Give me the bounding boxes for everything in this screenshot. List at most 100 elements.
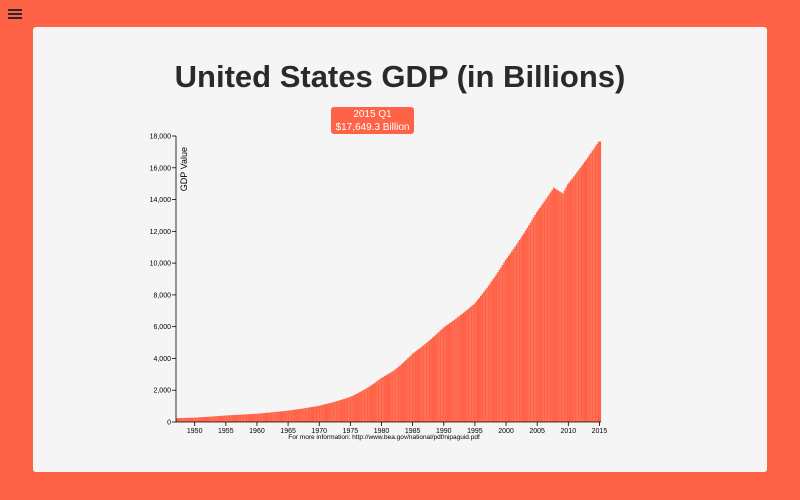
gdp-bar[interactable] <box>492 279 495 422</box>
gdp-bar[interactable] <box>394 369 397 422</box>
gdp-bar[interactable] <box>473 303 476 422</box>
gdp-bar[interactable] <box>393 370 395 422</box>
gdp-bar[interactable] <box>340 399 343 422</box>
gdp-bar[interactable] <box>337 400 339 422</box>
gdp-bar[interactable] <box>521 235 524 422</box>
gdp-bar[interactable] <box>535 212 538 422</box>
gdp-bar[interactable] <box>554 188 557 422</box>
gdp-bar[interactable] <box>349 396 352 422</box>
gdp-bar[interactable] <box>383 376 386 422</box>
gdp-bar[interactable] <box>335 401 338 422</box>
gdp-bar[interactable] <box>582 163 584 422</box>
gdp-bar[interactable] <box>596 143 598 422</box>
gdp-bar[interactable] <box>594 146 597 422</box>
gdp-bar[interactable] <box>568 182 571 422</box>
gdp-bar[interactable] <box>345 398 347 422</box>
gdp-bar[interactable] <box>591 150 594 422</box>
gdp-bar[interactable] <box>475 301 477 422</box>
gdp-bar[interactable] <box>433 336 436 422</box>
gdp-bar[interactable] <box>355 393 358 422</box>
gdp-bar[interactable] <box>320 405 322 422</box>
gdp-bar[interactable] <box>196 417 198 422</box>
gdp-bar[interactable] <box>520 237 522 422</box>
gdp-bar[interactable] <box>390 372 392 422</box>
gdp-bar[interactable] <box>438 331 440 422</box>
gdp-bar[interactable] <box>231 415 234 422</box>
gdp-bar[interactable] <box>489 283 491 422</box>
gdp-bar[interactable] <box>481 293 484 422</box>
gdp-bar[interactable] <box>493 276 496 422</box>
gdp-bar[interactable] <box>416 350 419 422</box>
gdp-bar[interactable] <box>490 281 493 422</box>
gdp-bar[interactable] <box>478 297 481 422</box>
gdp-bar[interactable] <box>483 291 485 422</box>
gdp-bar[interactable] <box>573 176 575 422</box>
gdp-bar[interactable] <box>545 199 547 422</box>
gdp-bar[interactable] <box>562 193 564 422</box>
gdp-bar[interactable] <box>185 417 187 422</box>
gdp-bar[interactable] <box>200 417 203 422</box>
gdp-bar[interactable] <box>512 249 515 422</box>
gdp-bar[interactable] <box>532 217 535 422</box>
gdp-bar[interactable] <box>529 222 532 422</box>
gdp-bar[interactable] <box>552 187 555 422</box>
gdp-bar[interactable] <box>222 415 225 422</box>
gdp-bar[interactable] <box>179 418 181 422</box>
gdp-bar[interactable] <box>186 417 189 422</box>
gdp-bar[interactable] <box>453 319 456 422</box>
gdp-bar[interactable] <box>309 407 311 422</box>
gdp-bar[interactable] <box>343 398 346 422</box>
gdp-bar[interactable] <box>435 334 437 422</box>
gdp-bar[interactable] <box>507 255 510 422</box>
gdp-bar[interactable] <box>447 324 450 422</box>
gdp-bar[interactable] <box>193 417 195 422</box>
gdp-bar[interactable] <box>560 192 563 422</box>
gdp-bar[interactable] <box>281 411 284 422</box>
gdp-bar[interactable] <box>538 207 541 422</box>
gdp-bar[interactable] <box>526 227 529 422</box>
gdp-bar[interactable] <box>300 408 302 422</box>
gdp-bar[interactable] <box>267 412 270 422</box>
gdp-bar[interactable] <box>341 399 344 422</box>
gdp-bar[interactable] <box>528 225 530 422</box>
gdp-bar[interactable] <box>472 304 474 422</box>
gdp-bar[interactable] <box>585 159 588 422</box>
gdp-bar[interactable] <box>525 230 527 422</box>
gdp-bar[interactable] <box>317 405 319 422</box>
gdp-bar[interactable] <box>441 328 443 422</box>
gdp-bar[interactable] <box>466 310 468 422</box>
gdp-bar[interactable] <box>576 172 578 422</box>
gdp-bar[interactable] <box>363 389 366 422</box>
gdp-bar[interactable] <box>458 316 460 422</box>
gdp-bar[interactable] <box>571 178 574 422</box>
gdp-bar[interactable] <box>366 387 369 422</box>
gdp-bar[interactable] <box>382 376 384 422</box>
gdp-bar[interactable] <box>256 413 259 422</box>
gdp-bar[interactable] <box>180 418 183 422</box>
gdp-bar[interactable] <box>417 349 420 422</box>
gdp-bar[interactable] <box>371 384 374 422</box>
gdp-bar[interactable] <box>469 307 471 422</box>
gdp-bar[interactable] <box>503 262 505 422</box>
gdp-bar[interactable] <box>278 411 280 422</box>
gdp-bar[interactable] <box>518 240 521 422</box>
gdp-bar[interactable] <box>276 411 279 422</box>
gdp-bar[interactable] <box>323 404 325 422</box>
gdp-bar[interactable] <box>346 397 349 422</box>
gdp-bar[interactable] <box>352 395 355 422</box>
gdp-bar[interactable] <box>219 415 222 422</box>
gdp-bar[interactable] <box>286 410 288 422</box>
gdp-bar[interactable] <box>563 190 566 422</box>
gdp-bar[interactable] <box>301 408 304 422</box>
gdp-bar[interactable] <box>480 295 482 422</box>
gdp-bar[interactable] <box>419 347 422 422</box>
gdp-bar[interactable] <box>227 415 229 422</box>
hamburger-menu-icon[interactable] <box>7 6 23 22</box>
gdp-bar[interactable] <box>214 416 217 422</box>
gdp-bar[interactable] <box>391 371 394 423</box>
gdp-bar[interactable] <box>359 392 361 422</box>
gdp-bar[interactable] <box>261 413 263 422</box>
gdp-bar[interactable] <box>312 406 315 422</box>
gdp-bar[interactable] <box>551 189 553 422</box>
gdp-bar[interactable] <box>191 417 194 422</box>
